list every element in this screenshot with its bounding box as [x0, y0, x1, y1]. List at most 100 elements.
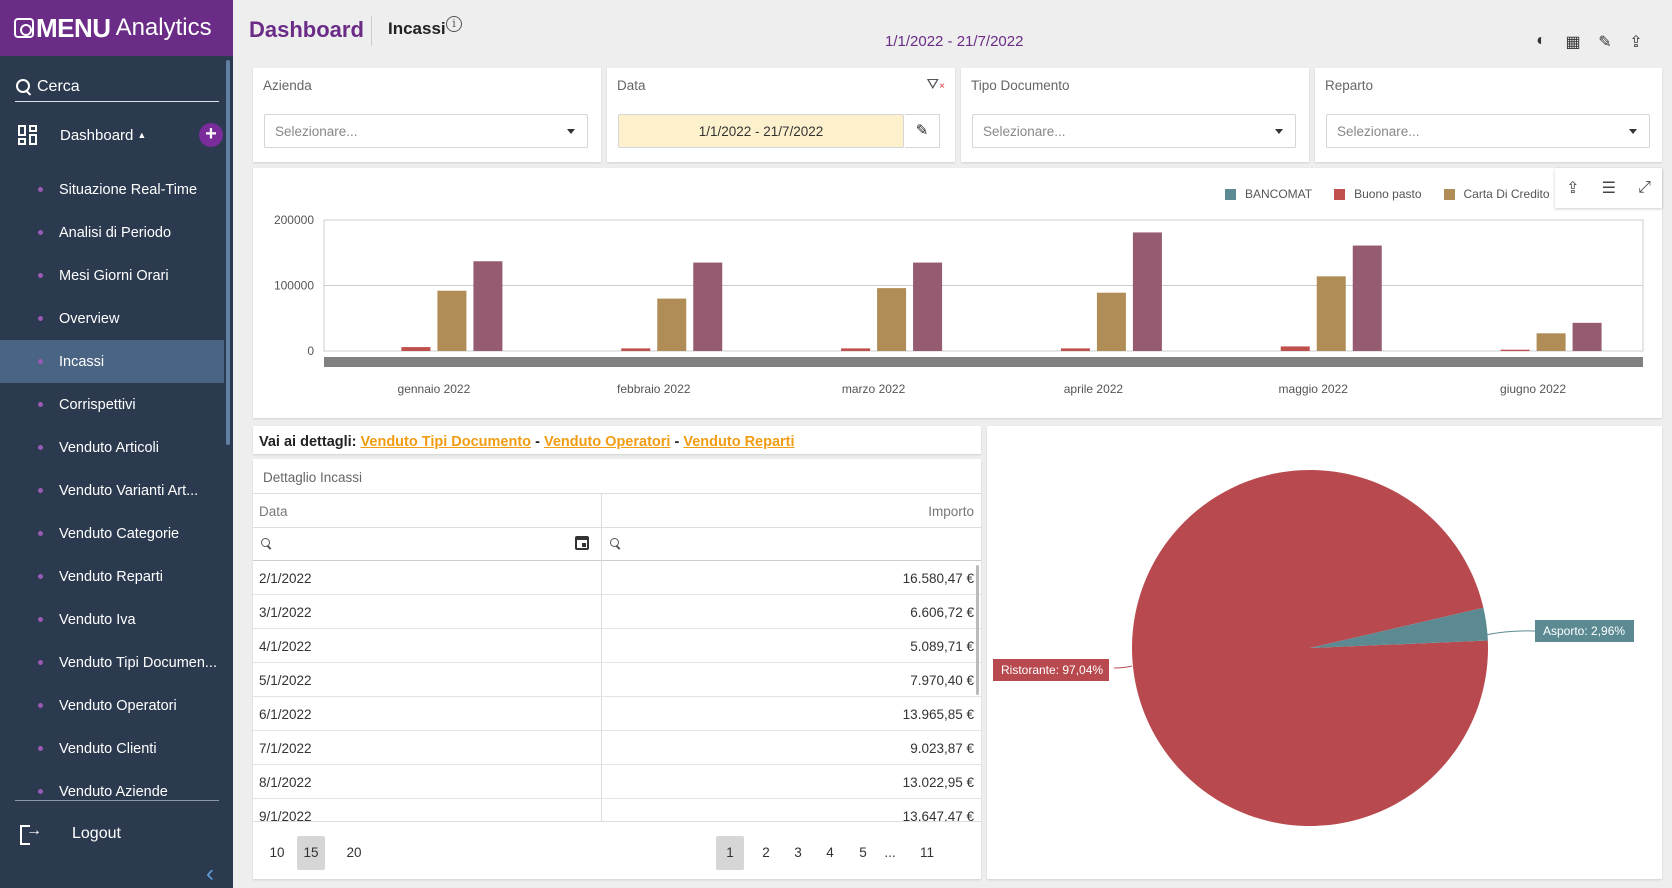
brand-bold: MENU — [36, 12, 111, 43]
bar[interactable] — [1500, 349, 1530, 351]
sidebar-item[interactable]: Situazione Real-Time — [0, 168, 224, 211]
add-dashboard-button[interactable]: + — [199, 123, 223, 147]
bar[interactable] — [1132, 232, 1162, 351]
bar[interactable] — [1060, 348, 1090, 351]
cell-importo: 13.965,85 € — [902, 707, 974, 722]
filter-reparto: Reparto Selezionare... — [1315, 68, 1662, 162]
filter-lines-icon[interactable]: ☰ — [1601, 180, 1616, 197]
sidebar-item[interactable]: Analisi di Periodo — [0, 211, 224, 254]
bar[interactable] — [621, 348, 651, 351]
export-chart-icon[interactable]: ⇪ — [1566, 180, 1580, 197]
table-row[interactable]: 4/1/2022 5.089,71 € — [253, 629, 981, 663]
bar[interactable] — [913, 262, 943, 351]
bar-chart: 200000 100000 0 gennaio 2022 febbraio 2022 ma… — [274, 213, 1644, 396]
sidebar-item[interactable]: Incassi — [0, 340, 224, 383]
app-logo[interactable]: MENU Analytics — [0, 0, 233, 56]
sidebar-item[interactable]: Venduto Tipi Documen... — [0, 641, 224, 684]
fullscreen-icon[interactable]: ⤢ — [1638, 179, 1651, 196]
bar[interactable] — [877, 288, 907, 351]
bullet-icon — [38, 316, 43, 321]
page-size-button[interactable]: 10 — [269, 845, 285, 860]
bar-chart-card: 200000 100000 0 gennaio 2022 febbraio 2022 ma… — [253, 168, 1662, 418]
sidebar-item[interactable]: Venduto Iva — [0, 598, 224, 641]
calendar-compare-icon[interactable]: ▦ — [1565, 34, 1581, 51]
page-button[interactable]: 11 — [919, 845, 934, 860]
tipo-documento-select[interactable]: Selezionare... — [972, 114, 1296, 148]
reparto-select[interactable]: Selezionare... — [1326, 114, 1650, 148]
bar[interactable] — [693, 262, 723, 351]
bar[interactable] — [1280, 346, 1310, 351]
column-header-importo[interactable]: Importo — [928, 504, 974, 519]
sidebar-item[interactable]: Corrispettivi — [0, 383, 224, 426]
table-row[interactable]: 2/1/2022 16.580,47 € — [253, 561, 981, 595]
search-icon — [15, 78, 33, 96]
collapse-sidebar-icon[interactable]: ‹ — [206, 860, 214, 887]
page-button[interactable]: 2 — [762, 845, 770, 860]
page-button[interactable]: 1 — [716, 836, 744, 870]
table-scrollbar[interactable] — [976, 565, 979, 695]
legend-item[interactable]: Buono pasto — [1334, 187, 1422, 201]
table-row[interactable]: 5/1/2022 7.970,40 € — [253, 663, 981, 697]
bar[interactable] — [1316, 276, 1346, 351]
page-size-button[interactable]: 15 — [297, 836, 325, 870]
bar[interactable] — [841, 348, 871, 351]
sidebar-item[interactable]: Mesi Giorni Orari — [0, 254, 224, 297]
bar[interactable] — [1536, 333, 1566, 351]
legend-item[interactable]: BANCOMAT — [1225, 187, 1312, 201]
bar[interactable] — [657, 298, 687, 351]
table-row[interactable]: 7/1/2022 9.023,87 € — [253, 731, 981, 765]
data-filter-input[interactable] — [275, 529, 575, 559]
sidebar-item[interactable]: Venduto Varianti Art... — [0, 469, 224, 512]
bar[interactable] — [401, 347, 431, 351]
edit-date-button[interactable]: ✎ — [905, 114, 940, 148]
sidebar-item[interactable]: Venduto Reparti — [0, 555, 224, 598]
select-placeholder: Selezionare... — [275, 124, 358, 139]
sidebar-item-label: Venduto Articoli — [59, 439, 159, 456]
x-tick-label: giugno 2022 — [1500, 382, 1566, 396]
bar[interactable] — [437, 290, 467, 351]
column-header-data[interactable]: Data — [259, 504, 288, 519]
page-subtitle: Incassi — [388, 19, 446, 38]
date-range-field[interactable]: 1/1/2022 - 21/7/2022 — [618, 114, 904, 148]
clear-filter-icon[interactable]: ⛛× — [926, 76, 945, 93]
page-button[interactable]: 4 — [826, 845, 834, 860]
page-button[interactable]: 3 — [794, 845, 802, 860]
calendar-icon[interactable] — [575, 536, 589, 550]
sidebar-section-dashboard[interactable]: Dashboard ▲ + — [18, 120, 223, 150]
page-ellipsis: ... — [884, 845, 896, 860]
importo-filter-input[interactable] — [625, 529, 975, 559]
sidebar-scrollbar[interactable] — [226, 60, 230, 445]
sidebar-item[interactable]: Venduto Clienti — [0, 727, 224, 770]
bar[interactable] — [473, 261, 503, 351]
chart-settings-icon[interactable]: ✎ — [1598, 34, 1612, 51]
page-size-button[interactable]: 20 — [346, 845, 362, 860]
link-venduto-operatori[interactable]: Venduto Operatori — [543, 434, 671, 450]
link-venduto-reparti[interactable]: Venduto Reparti — [683, 434, 795, 450]
bar[interactable] — [1096, 292, 1126, 351]
table-row[interactable]: 9/1/2022 13.647,47 € — [253, 799, 981, 821]
logout-button[interactable]: Logout — [20, 822, 121, 845]
toggle-view-icon[interactable]: ◐ — [1536, 32, 1546, 49]
sidebar-item[interactable]: Overview — [0, 297, 224, 340]
sidebar-item[interactable]: Venduto Categorie — [0, 512, 224, 555]
bar[interactable] — [1352, 245, 1382, 351]
export-icon[interactable]: ⇪ — [1629, 34, 1643, 51]
cell-data: 9/1/2022 — [259, 809, 312, 821]
cell-data: 7/1/2022 — [259, 741, 312, 756]
sidebar-item[interactable]: Venduto Articoli — [0, 426, 224, 469]
bar[interactable] — [1572, 322, 1602, 351]
azienda-select[interactable]: Selezionare... — [264, 114, 588, 148]
column-divider — [601, 493, 602, 821]
legend-item[interactable]: Carta Di Credito — [1443, 187, 1550, 201]
pie-slice[interactable] — [1310, 607, 1488, 648]
sidebar-search[interactable]: Cerca — [15, 72, 219, 102]
page-button[interactable]: 5 — [859, 845, 867, 860]
info-icon[interactable]: i — [446, 16, 462, 32]
table-row[interactable]: 3/1/2022 6.606,72 € — [253, 595, 981, 629]
link-venduto-tipi-documento[interactable]: Venduto Tipi Documento — [360, 434, 532, 450]
range-slider[interactable] — [324, 357, 1643, 367]
table-row[interactable]: 8/1/2022 13.022,95 € — [253, 765, 981, 799]
sidebar-item[interactable]: Venduto Aziende — [0, 770, 224, 813]
table-row[interactable]: 6/1/2022 13.965,85 € — [253, 697, 981, 731]
sidebar-item[interactable]: Venduto Operatori — [0, 684, 224, 727]
